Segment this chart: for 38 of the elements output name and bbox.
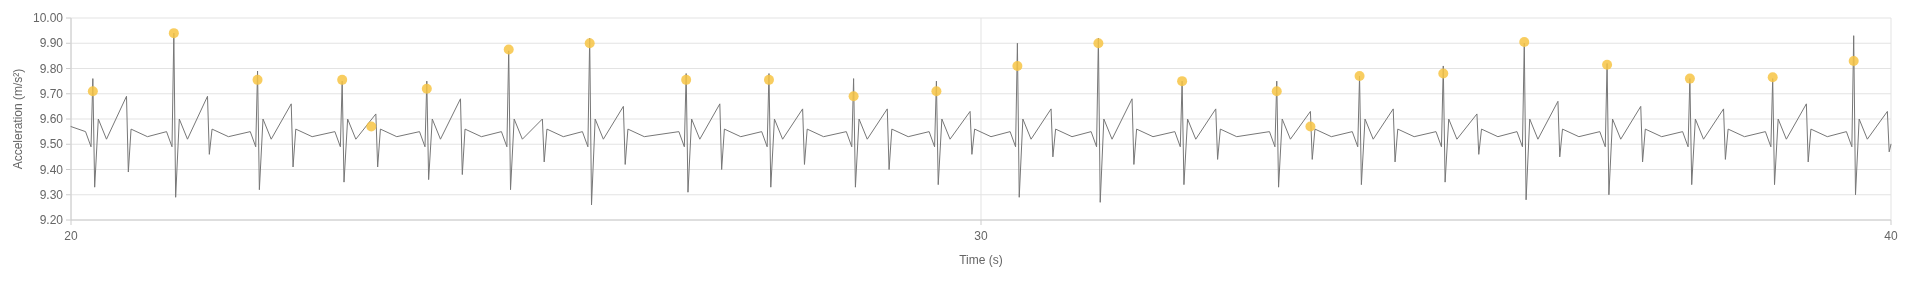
point (681, 74, 692, 85)
point (1305, 121, 1316, 132)
point (1271, 86, 1282, 97)
point (1177, 76, 1188, 87)
point (1684, 73, 1695, 84)
point (168, 28, 179, 39)
x-axis-title: Time (s) (959, 253, 1003, 267)
point (763, 74, 774, 85)
y-tick-label: 9.60 (39, 112, 64, 127)
y-tick-label: 9.40 (39, 162, 64, 177)
point (421, 83, 432, 94)
point (1519, 36, 1530, 47)
point (87, 86, 98, 97)
point (1767, 72, 1778, 83)
x-tick-label: 40 (1884, 229, 1898, 243)
point (366, 121, 377, 132)
point (1438, 68, 1449, 79)
y-tick-label: 9.30 (39, 187, 64, 202)
y-tick-label: 9.50 (39, 137, 64, 152)
point (503, 44, 514, 55)
point (584, 38, 595, 49)
y-tick-label: 10.00 (32, 11, 64, 26)
point (1354, 71, 1365, 82)
point (1848, 55, 1859, 66)
y-axis-title: Acceleration (m/s²) (11, 68, 25, 170)
point (1012, 60, 1023, 71)
x-tick-label: 30 (974, 229, 988, 243)
point (252, 74, 263, 85)
x-tick-label: 20 (64, 229, 78, 243)
point (1093, 38, 1104, 49)
y-tick-label: 9.70 (39, 86, 64, 101)
y-tick-label: 9.90 (39, 36, 64, 51)
point (1602, 59, 1613, 70)
point (931, 86, 942, 97)
point (848, 91, 859, 102)
y-tick-label: 9.80 (39, 61, 64, 76)
point (337, 74, 348, 85)
y-tick-label: 9.20 (39, 213, 64, 228)
